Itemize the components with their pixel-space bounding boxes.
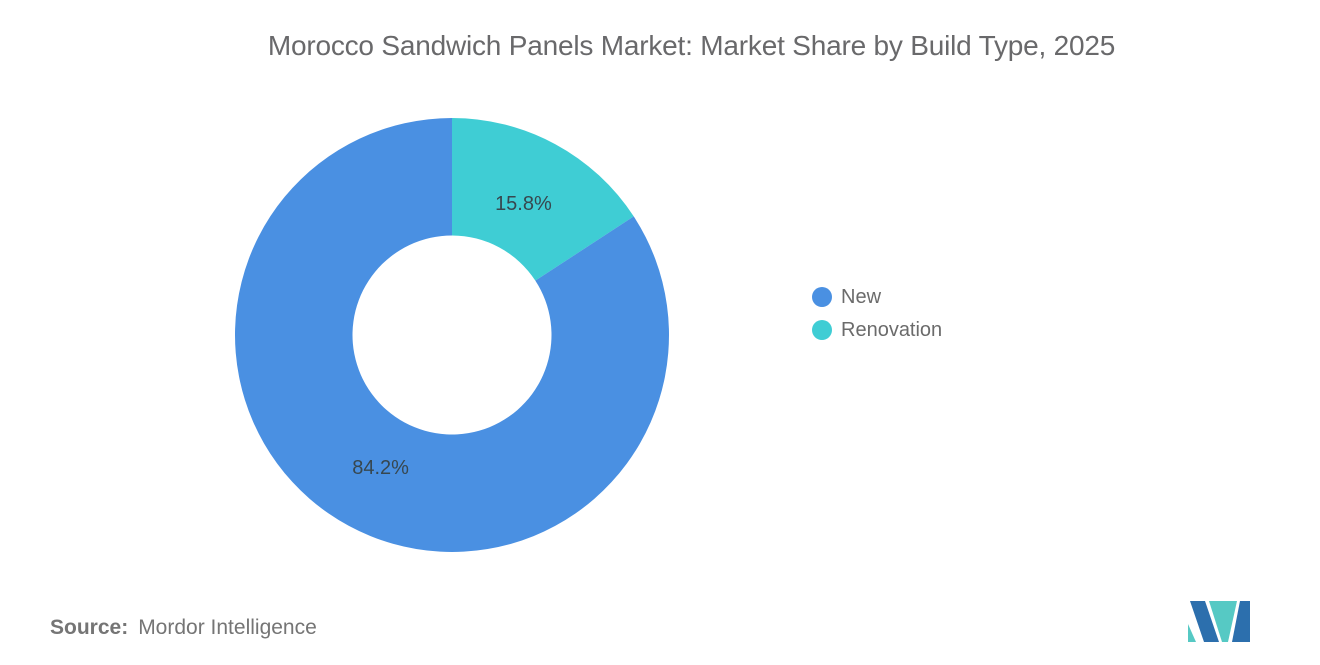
source-value: Mordor Intelligence: [138, 616, 317, 639]
mordor-intelligence-logo: [1188, 601, 1250, 642]
legend-label-new: New: [841, 286, 882, 308]
chart-title: Morocco Sandwich Panels Market: Market S…: [267, 30, 1116, 61]
source-line: Source: Mordor Intelligence: [50, 616, 317, 640]
legend-swatch-renovation: [812, 320, 832, 340]
data-label-renovation: 15.8%: [495, 193, 552, 215]
legend-swatch-new: [812, 287, 832, 307]
legend-label-renovation: Renovation: [841, 319, 943, 341]
pie-slice-renovation: [452, 118, 634, 281]
logo-right-stroke: [1232, 601, 1250, 642]
logo-left-stroke: [1190, 601, 1219, 642]
legend: New Renovation: [812, 286, 942, 352]
legend-item-new: New: [812, 286, 942, 308]
source-label: Source:: [50, 616, 129, 639]
pie-slice-new: [234, 118, 669, 552]
data-label-new: 84.2%: [352, 457, 409, 479]
logo-middle-band: [1209, 601, 1237, 642]
logo-bottom-left-triangle: [1188, 624, 1196, 642]
legend-item-renovation: Renovation: [812, 319, 942, 341]
